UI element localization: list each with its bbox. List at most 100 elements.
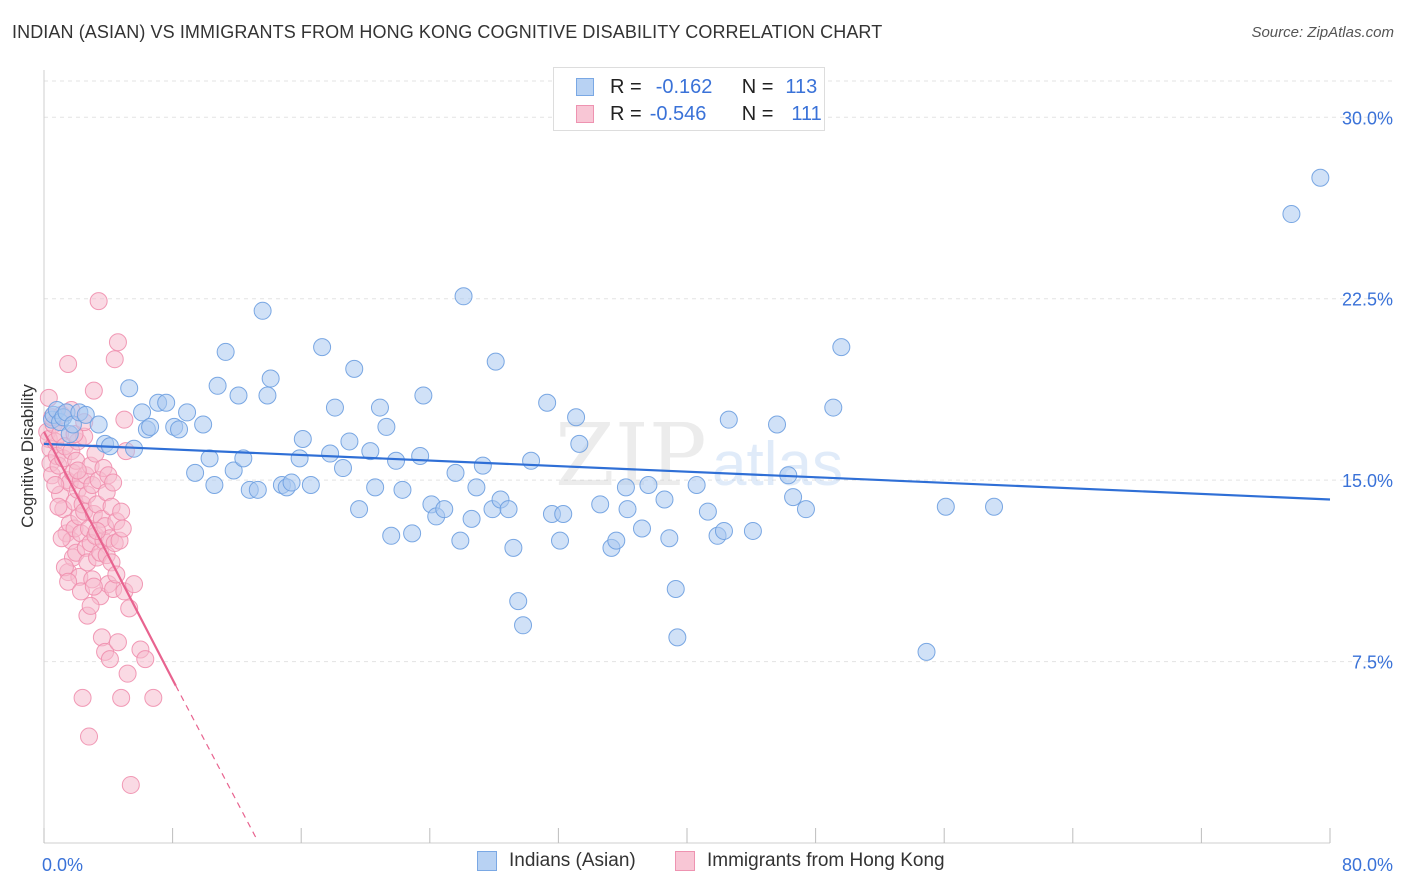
indians-point: [393, 480, 412, 499]
indians-point: [141, 417, 160, 436]
legend-n-value: 111: [791, 102, 822, 125]
indians-point: [178, 403, 197, 422]
indians-point: [522, 451, 541, 470]
indians-point: [261, 369, 280, 388]
hong-kong-point: [59, 355, 78, 374]
axes: [43, 70, 1331, 844]
indians-point: [258, 386, 277, 405]
indians-point: [655, 490, 674, 509]
indians-point: [660, 529, 679, 548]
hong-kong-point: [59, 572, 78, 591]
indians-point: [282, 473, 301, 492]
indians-point: [321, 444, 340, 463]
indians-point: [414, 386, 433, 405]
indians-point: [618, 500, 637, 519]
legend-n-label: N =: [741, 75, 774, 98]
y-tick-label: 15.0%: [1342, 471, 1393, 491]
indians-point: [538, 393, 557, 412]
hong-kong-point: [112, 502, 131, 521]
hong-kong-point: [136, 650, 155, 669]
indians-point: [313, 338, 332, 357]
hong-kong-point: [115, 410, 134, 429]
indians-point: [361, 442, 380, 461]
indians-point: [157, 393, 176, 412]
indians-point: [824, 398, 843, 417]
indians-point: [591, 495, 610, 514]
indians-point: [345, 359, 364, 378]
hong-kong-point: [68, 461, 87, 480]
hong-kong-point: [84, 577, 103, 596]
indians-point: [76, 405, 95, 424]
hong-kong-point: [105, 350, 124, 369]
indians-point: [514, 616, 533, 635]
y-tick-label: 30.0%: [1342, 108, 1393, 128]
indians-point: [333, 459, 352, 478]
indians-point: [387, 451, 406, 470]
y-axis-title: Cognitive Disability: [18, 384, 37, 528]
indians-point: [567, 408, 586, 427]
indians-point: [446, 463, 465, 482]
legend-row-hong-kong: R = -0.546 N = 111: [576, 102, 822, 126]
indians-point: [234, 449, 253, 468]
indians-point: [290, 449, 309, 468]
indians-point: [216, 342, 235, 361]
indians-point: [186, 463, 205, 482]
hong-kong-point: [49, 497, 68, 516]
indians-point: [504, 538, 523, 557]
indians-point: [985, 497, 1004, 516]
hong-kong-point: [52, 529, 71, 548]
indians-point: [370, 398, 389, 417]
indians-point: [1282, 205, 1301, 224]
indians-point: [403, 524, 422, 543]
legend-r-label: R =: [610, 75, 642, 98]
indians-point: [486, 352, 505, 371]
indians-point: [616, 478, 635, 497]
grid-lines: [44, 80, 1392, 663]
indians-point: [784, 488, 803, 507]
legend-label-hong-kong: Immigrants from Hong Kong: [707, 850, 945, 871]
indians-point: [499, 500, 518, 519]
indians-point: [248, 480, 267, 499]
indians-point: [454, 287, 473, 306]
indians-point: [768, 415, 787, 434]
legend-n-value: 113: [785, 75, 818, 98]
indians-point: [473, 456, 492, 475]
indians-point: [200, 449, 219, 468]
indians-point: [743, 521, 762, 540]
indians-point: [89, 415, 108, 434]
indians-point: [632, 519, 651, 538]
indians-point: [639, 475, 658, 494]
hong-kong-point: [104, 473, 123, 492]
hong-kong-point: [121, 775, 140, 794]
legend-r-value: -0.546: [649, 102, 707, 125]
legend-r-value: -0.162: [655, 75, 713, 98]
hong-kong-point: [125, 575, 144, 594]
x-tick-label-min: 0.0%: [42, 855, 83, 875]
hong-kong-point: [112, 688, 131, 707]
indians-point: [832, 338, 851, 357]
indians-point: [301, 475, 320, 494]
indians-point: [462, 509, 481, 528]
tick-labels: 7.5% 15.0% 22.5% 30.0% 0.0% 80.0%: [42, 108, 1393, 875]
indians-point: [796, 500, 815, 519]
series-hong-kong-points: [38, 292, 163, 794]
indians-point: [377, 417, 396, 436]
legend-swatch-pink: [576, 105, 594, 123]
legend-swatch-blue: [477, 851, 497, 871]
hong-kong-point: [100, 650, 119, 669]
legend-label-indians: Indians (Asian): [509, 850, 636, 871]
hong-kong-point: [46, 475, 65, 494]
indians-point: [170, 420, 189, 439]
indians-point: [253, 301, 272, 320]
hong-kong-point: [108, 633, 127, 652]
hong-kong-point: [84, 381, 103, 400]
source-label: Source: ZipAtlas.com: [1251, 24, 1394, 41]
hong-kong-trend-line: [43, 431, 177, 687]
legend-swatch-pink: [675, 851, 695, 871]
indians-point: [382, 526, 401, 545]
indians-trend-line: [43, 442, 1331, 501]
indians-point: [467, 478, 486, 497]
trend-lines: [43, 431, 1331, 839]
indians-point: [205, 475, 224, 494]
